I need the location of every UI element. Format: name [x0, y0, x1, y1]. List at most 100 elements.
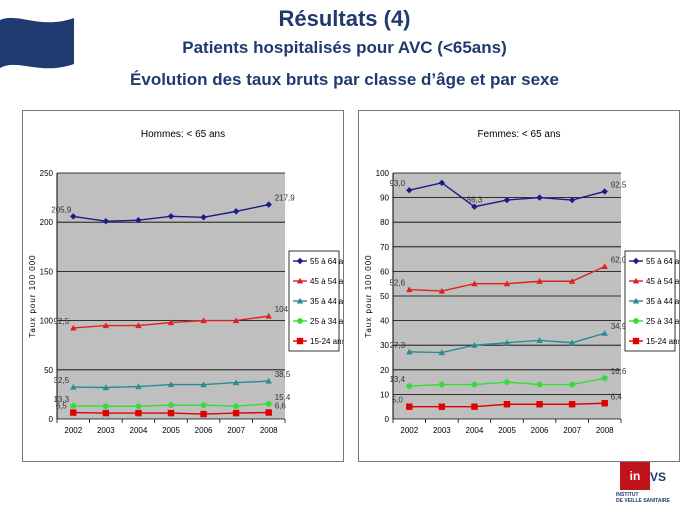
- men-data-label: 32,5: [53, 376, 69, 385]
- women-legend-label: 25 à 34 ans: [646, 317, 679, 326]
- men-data-point: [135, 322, 142, 329]
- women-ytick-label: 70: [380, 243, 389, 252]
- women-ytick-label: 90: [380, 194, 389, 203]
- women-legend-marker: [633, 318, 639, 324]
- women-legend-label: 45 à 54 ans: [646, 277, 679, 286]
- women-xtick-label: 2007: [563, 426, 581, 435]
- men-data-point: [70, 409, 77, 416]
- women-ytick-label: 0: [385, 415, 390, 424]
- invs-logo-mark: in: [620, 462, 650, 490]
- chart-men-svg: Hommes: < 65 ans 0 50 100 150 200 250 2002 2003 2…: [28, 129, 343, 435]
- women-data-point: [536, 401, 543, 408]
- women-data-point: [503, 196, 511, 204]
- men-xtick-label: 2003: [97, 426, 115, 435]
- men-legend: 55 à 64 ans 45 à 54 ans 35 à 44 ans* 25 à 3…: [288, 250, 343, 352]
- women-xtick-label: 2005: [498, 426, 516, 435]
- women-data-point: [471, 403, 478, 410]
- men-data-point: [200, 402, 207, 409]
- men-data-point: [265, 201, 272, 208]
- men-data-point: [135, 409, 142, 417]
- women-ytick-label: 10: [380, 390, 389, 399]
- men-data-point: [265, 377, 272, 384]
- men-ytick-label: 200: [40, 218, 54, 227]
- chart-men: Hommes: < 65 ans 0 50 100 150 200 250 2002 2003 2…: [22, 110, 344, 462]
- men-data-point: [135, 217, 142, 224]
- chart-women: Femmes: < 65 ans 0 10 20 30 40 50 60 70 80 90 100 20…: [358, 110, 680, 462]
- invs-logo-vs: VS: [650, 470, 667, 484]
- page-subtitle-2: Évolution des taux bruts par classe d’âg…: [130, 70, 559, 89]
- men-data-label: 217,9: [275, 194, 296, 203]
- men-series-1: 205,9 217,9: [51, 194, 295, 225]
- men-ytick-label: 0: [49, 415, 54, 424]
- women-data-point: [503, 339, 511, 346]
- invs-logo-line2: DE VEILLE SANITAIRE: [616, 498, 670, 504]
- women-legend-label: 15-24 ans: [646, 337, 679, 346]
- women-ytick-label: 80: [380, 218, 389, 227]
- men-xtick-label: 2008: [260, 426, 278, 435]
- women-xtick-label: 2008: [596, 426, 614, 435]
- men-data-point: [232, 379, 240, 386]
- men-data-point: [70, 324, 77, 331]
- women-xtick-label: 2002: [400, 426, 418, 435]
- women-ytick-label: 100: [376, 169, 390, 178]
- women-data-label: 5,0: [392, 396, 404, 405]
- men-data-point: [233, 403, 240, 410]
- men-data-point: [102, 409, 110, 417]
- women-data-point: [568, 278, 576, 284]
- men-data-point: [102, 403, 109, 410]
- women-data-point: [504, 379, 510, 385]
- women-data-point: [406, 383, 413, 389]
- men-data-point: [232, 208, 240, 215]
- men-xtick-label: 2007: [227, 426, 245, 435]
- women-data-label: 16,6: [611, 367, 627, 376]
- men-ytick-label: 150: [40, 267, 54, 276]
- men-series-3: 32,5 38,5: [53, 370, 291, 391]
- men-data-point: [135, 383, 142, 390]
- men-data-point: [200, 317, 207, 324]
- women-data-point: [438, 403, 446, 410]
- women-legend-label: 55 à 64 ans: [646, 257, 679, 266]
- chart-women-svg: Femmes: < 65 ans 0 10 20 30 40 50 60 70 80 90 100 20…: [364, 129, 679, 435]
- women-ytick-label: 60: [380, 267, 389, 276]
- men-xtick-label: 2006: [195, 426, 213, 435]
- men-data-point: [135, 403, 142, 410]
- men-xtick-label: 2002: [64, 426, 82, 435]
- women-xtick-label: 2006: [531, 426, 549, 435]
- women-data-point: [568, 339, 576, 346]
- women-data-point: [406, 187, 413, 194]
- men-ytick-label: 100: [40, 317, 54, 326]
- women-series-5: 5,0 6,4: [392, 392, 623, 410]
- women-data-point: [503, 280, 511, 287]
- women-series-4: 13,4 16,6: [389, 367, 627, 389]
- women-data-label: 52,6: [389, 279, 405, 288]
- men-data-point: [232, 409, 240, 417]
- invs-logo-line1: INSTITUT: [616, 492, 639, 498]
- women-data-point: [471, 342, 478, 348]
- invs-logo-caption: INSTITUT DE VEILLE SANITAIRE: [616, 492, 686, 504]
- men-legend-label: 25 à 34 ans*: [310, 317, 343, 326]
- women-data-label: 27,3: [389, 341, 405, 350]
- women-title: Femmes: < 65 ans: [477, 129, 560, 140]
- women-data-label: 6,4: [611, 392, 623, 401]
- women-data-point: [406, 348, 413, 355]
- women-data-point: [536, 278, 543, 284]
- men-data-point: [102, 322, 110, 329]
- men-ytick-label: 250: [40, 169, 54, 178]
- men-legend-label: 55 à 64 ans: [310, 257, 343, 266]
- men-series-2: 92,5 104,6: [53, 305, 295, 331]
- men-data-point: [200, 410, 207, 418]
- men-data-point: [167, 381, 175, 388]
- men-legend-marker: [296, 297, 304, 304]
- women-data-point: [438, 287, 446, 294]
- men-series-4: 13,3 15,4: [53, 393, 291, 410]
- men-title: Hommes: < 65 ans: [141, 129, 225, 140]
- women-data-point: [601, 329, 608, 336]
- men-data-point: [70, 403, 77, 409]
- women-ytick-label: 50: [380, 292, 389, 301]
- men-legend-marker: [296, 257, 304, 265]
- men-legend-label: 15-24 ans: [310, 337, 343, 346]
- men-ylabel: Taux pour 100 000: [28, 254, 37, 337]
- men-legend-label: 45 à 54 ans: [310, 277, 343, 286]
- men-data-point: [102, 384, 110, 391]
- women-data-point: [438, 179, 446, 187]
